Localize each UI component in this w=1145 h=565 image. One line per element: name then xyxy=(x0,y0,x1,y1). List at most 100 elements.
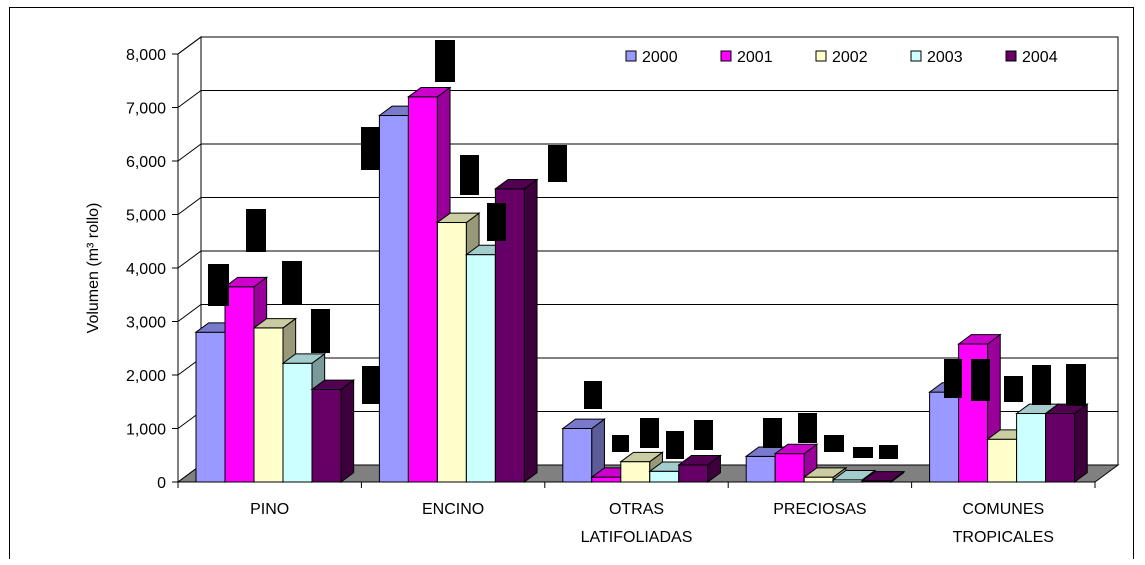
y-tick-label: 6,000 xyxy=(126,154,166,171)
bar-front xyxy=(407,96,438,483)
bar-top xyxy=(619,451,664,463)
bar-top xyxy=(860,471,906,482)
redaction-box xyxy=(1066,364,1086,406)
redaction-box xyxy=(311,309,330,353)
redaction-box xyxy=(361,127,380,170)
bar-top xyxy=(310,379,356,390)
bar-front xyxy=(562,428,593,483)
bar-front xyxy=(311,388,342,483)
legend-swatch xyxy=(1005,50,1017,62)
x-tick-label: ENCINO xyxy=(422,501,484,518)
legend-label: 2004 xyxy=(1022,49,1058,66)
chart-frame xyxy=(9,7,1134,559)
y-tick-label: 7,000 xyxy=(126,101,166,118)
redaction-box xyxy=(640,418,659,448)
redaction-box xyxy=(879,445,898,459)
bar-top xyxy=(1044,403,1089,415)
gridline xyxy=(177,90,1118,108)
y-tick-label: 5,000 xyxy=(126,208,166,225)
bar-front xyxy=(1016,413,1047,483)
y-axis-label: Volumen (m³ rollo) xyxy=(85,203,102,334)
bar-front xyxy=(465,254,496,483)
x-tick-label: TROPICALES xyxy=(953,529,1054,546)
bar-side xyxy=(340,379,355,483)
bar-top xyxy=(677,455,722,466)
x-axis: PINO ENCINO OTRAS LATIFOLIADAS PRECIOSAS COMU… xyxy=(177,481,1096,546)
redaction-box xyxy=(824,435,844,452)
legend-label: 2003 xyxy=(927,49,963,66)
y-tick-label: 3,000 xyxy=(126,315,166,332)
legend-swatch xyxy=(625,50,637,62)
bar-top xyxy=(957,334,1002,345)
y-axis: 0 1,000 2,000 3,000 4,000 5,000 6,000 7,000 8,00… xyxy=(126,47,179,492)
legend-label: 2001 xyxy=(737,49,773,66)
legend-swatch xyxy=(815,50,827,62)
bar-front xyxy=(929,391,960,483)
redaction-marks xyxy=(208,40,1086,459)
x-tick-label: PINO xyxy=(250,501,289,518)
bar-top xyxy=(802,467,848,478)
bar-top xyxy=(831,470,877,481)
redaction-box xyxy=(435,40,455,82)
redaction-box xyxy=(584,381,602,409)
bar xyxy=(860,470,906,483)
redaction-box xyxy=(612,435,629,452)
legend-item: 2002 xyxy=(815,49,868,66)
bar-top xyxy=(406,86,452,98)
bar-front xyxy=(987,438,1018,483)
gridline xyxy=(177,250,1118,269)
gridline xyxy=(177,143,1118,162)
gridline xyxy=(177,36,1118,55)
legend: 2000 2001 2002 2003 2004 xyxy=(625,49,1058,66)
bar-front xyxy=(282,362,313,483)
redaction-box xyxy=(487,203,506,241)
legend-swatch xyxy=(720,50,732,62)
y-tick-label: 8,000 xyxy=(126,47,166,64)
bar-front xyxy=(774,453,805,483)
bar-front xyxy=(378,115,409,483)
bar-front xyxy=(253,327,284,483)
legend-item: 2003 xyxy=(910,49,963,66)
redaction-box xyxy=(460,155,479,195)
bar-front xyxy=(195,331,226,483)
gridline xyxy=(177,304,1118,322)
legend-label: 2000 xyxy=(642,49,678,66)
bar-top xyxy=(773,443,819,455)
bar-side xyxy=(1074,403,1088,483)
redaction-box xyxy=(944,359,962,398)
redaction-box xyxy=(694,420,713,450)
bar xyxy=(310,379,356,483)
y-tick-label: 2,000 xyxy=(126,368,166,385)
bar-side xyxy=(523,178,538,483)
x-tick-label: OTRAS xyxy=(609,501,664,518)
redaction-box xyxy=(1004,376,1023,402)
redaction-box xyxy=(1032,365,1051,405)
bar-front xyxy=(591,476,622,483)
legend-swatch xyxy=(910,50,922,62)
bar xyxy=(677,454,722,483)
legend-label: 2002 xyxy=(832,49,868,66)
redaction-box xyxy=(971,359,990,401)
legend-item: 2000 xyxy=(625,49,678,66)
redaction-box xyxy=(666,431,684,459)
bar-top xyxy=(281,353,327,364)
redaction-box xyxy=(246,209,266,252)
bar-front xyxy=(1045,413,1076,483)
redaction-box xyxy=(853,447,873,458)
bar-front xyxy=(620,461,651,483)
bar-front xyxy=(803,476,834,483)
bar-top xyxy=(435,212,481,224)
redaction-box xyxy=(798,413,817,443)
x-tick-label: COMUNES xyxy=(962,501,1044,518)
gridline xyxy=(177,197,1118,215)
redaction-box xyxy=(362,366,380,404)
redaction-box xyxy=(208,264,229,306)
bar-front xyxy=(224,286,255,483)
redaction-box xyxy=(282,261,302,305)
bar-top xyxy=(223,276,269,288)
x-tick-label: LATIFOLIADAS xyxy=(581,529,693,546)
y-tick-label: 1,000 xyxy=(126,422,166,439)
legend-item: 2001 xyxy=(720,49,773,66)
bar-top xyxy=(493,178,539,190)
